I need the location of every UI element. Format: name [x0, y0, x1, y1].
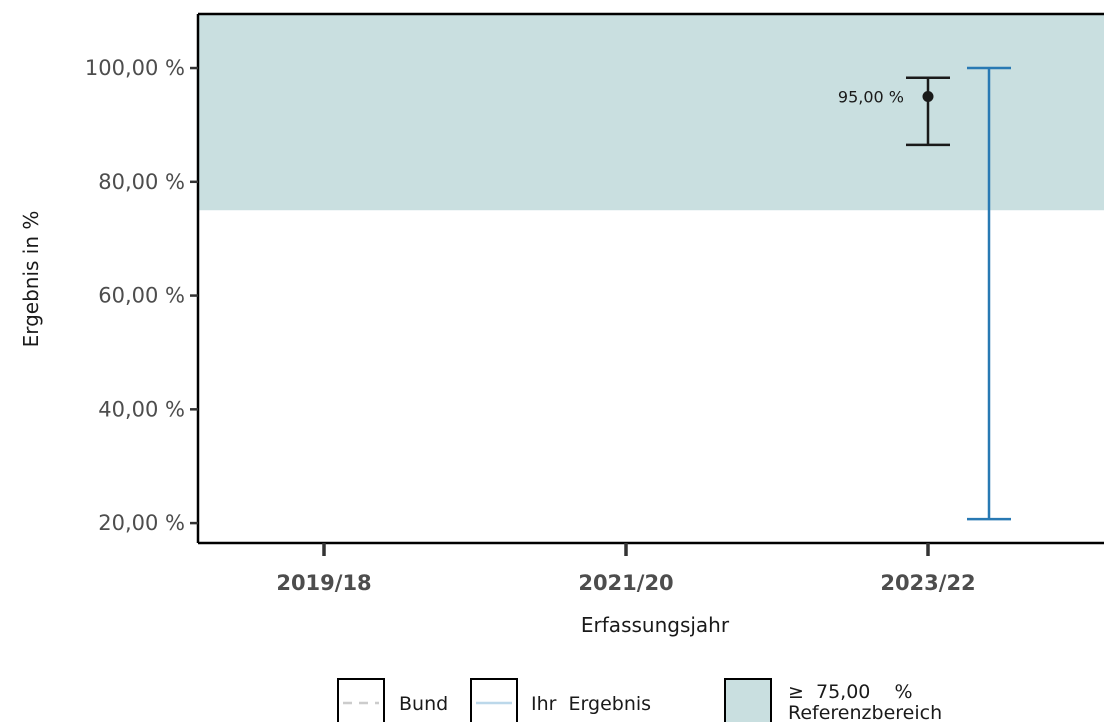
y-tick-label: 40,00 % — [98, 397, 185, 421]
y-tick-label: 20,00 % — [98, 511, 185, 535]
legend-key-reference — [724, 678, 772, 722]
reference-band — [198, 14, 1104, 211]
y-axis-title: Ergebnis in % — [19, 211, 43, 348]
legend-label-result: Ihr Ergebnis — [531, 693, 651, 715]
legend-reference-label: Referenzbereich — [788, 702, 942, 722]
x-tick-label: 2021/20 — [578, 571, 673, 595]
result-point — [922, 90, 934, 102]
x-tick-label: 2023/22 — [880, 571, 975, 595]
y-tick-label: 60,00 % — [98, 284, 185, 308]
legend-reference-value: ≥ 75,00 % — [788, 681, 913, 703]
legend-label-bund: Bund — [399, 693, 448, 715]
x-axis-title: Erfassungsjahr — [581, 613, 730, 637]
legend-key-bund — [337, 678, 385, 722]
x-tick-label: 2019/18 — [276, 571, 371, 595]
result-data-label: 95,00 % — [838, 87, 904, 106]
y-tick-label: 80,00 % — [98, 170, 185, 194]
legend-key-result — [470, 678, 518, 722]
y-tick-label: 100,00 % — [85, 56, 185, 80]
